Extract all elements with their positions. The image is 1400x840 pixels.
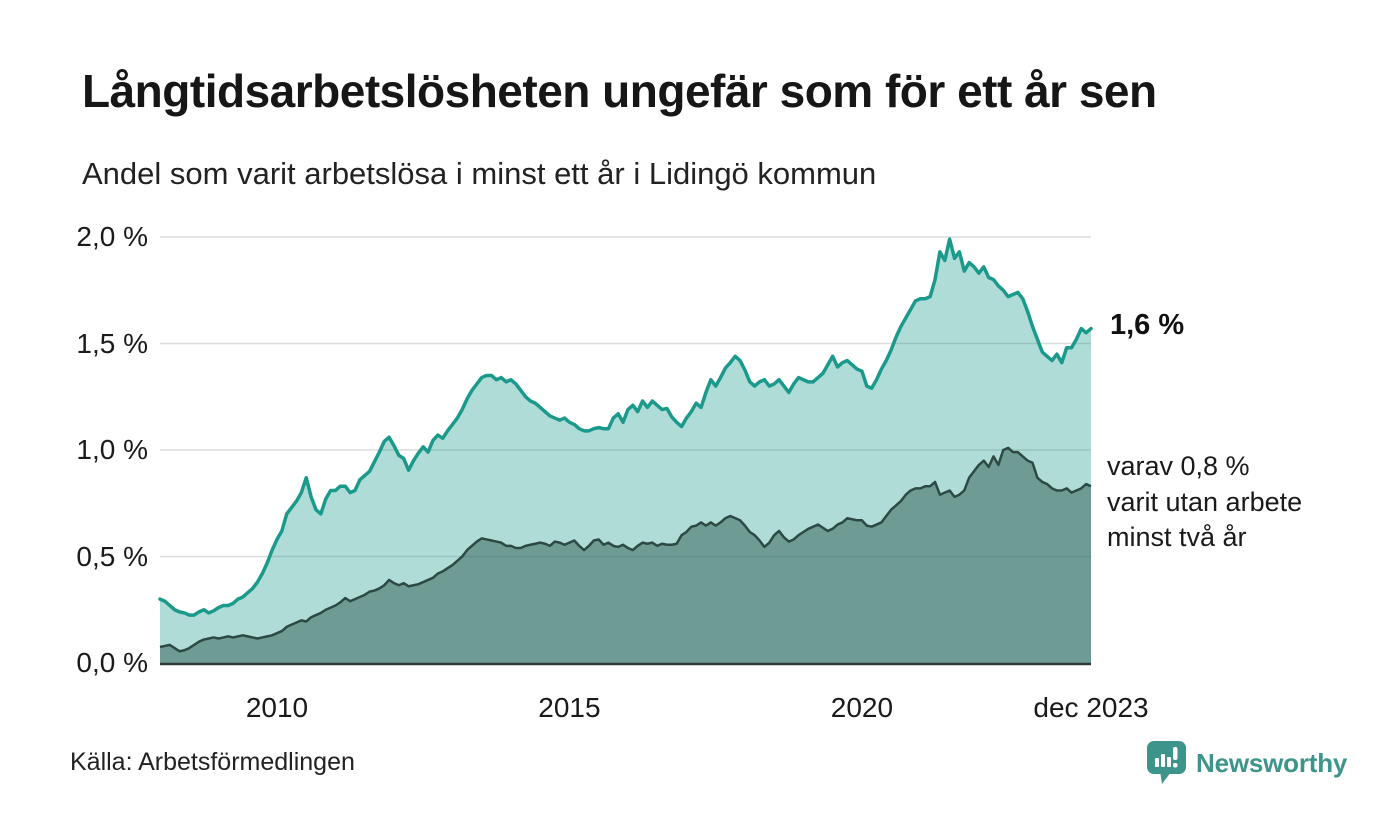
annotation-line-1: varav 0,8 %	[1107, 451, 1250, 481]
y-tick-label: 1,0 %	[76, 434, 148, 465]
annotation-line-3: minst två år	[1107, 522, 1247, 553]
end-annotation-two-years: varav 0,8 % varit utan arbete minst två …	[1107, 449, 1302, 556]
area-line-minst-tva-ar	[159, 446, 1092, 653]
area-fill-minst-tva-ar	[160, 447, 1091, 663]
newsworthy-logo: Newsworthy	[1146, 740, 1347, 786]
x-tick-label: 2015	[538, 692, 601, 723]
x-tick-label: dec 2023	[1033, 692, 1149, 723]
y-tick-label: 1,5 %	[76, 327, 148, 359]
y-tick-label: 0,0 %	[76, 647, 148, 678]
chart-subtitle: Andel som varit arbetslösa i minst ett å…	[82, 156, 877, 191]
x-tick-label: 2010	[245, 692, 309, 723]
gridlines	[160, 236, 1091, 558]
source-credit: Källa: Arbetsförmedlingen	[70, 748, 355, 776]
area-fill-minst-ett-ar	[160, 239, 1091, 663]
x-tick-label: 2020	[830, 692, 894, 723]
page-title: Långtidsarbetslösheten ungefär som för e…	[82, 65, 1157, 117]
y-tick-label: 2,0 %	[76, 221, 148, 252]
y-tick-label: 0,5 %	[76, 540, 148, 572]
newsworthy-logo-text: Newsworthy	[1196, 747, 1348, 778]
area-line-minst-ett-ar	[158, 237, 1093, 617]
annotation-line-2: varit utan arbete	[1107, 486, 1303, 517]
end-value-label-total: 1,6 %	[1110, 309, 1185, 341]
newsworthy-logo-icon	[1147, 741, 1186, 784]
